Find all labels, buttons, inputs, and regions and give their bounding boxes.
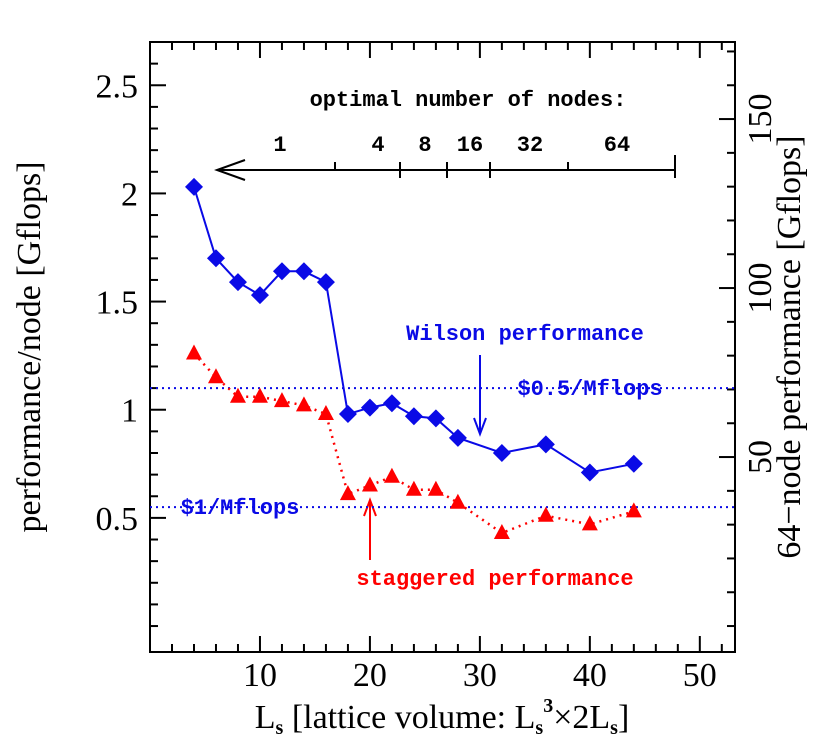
series-marker (273, 392, 290, 408)
series-marker (360, 398, 379, 417)
y2-tick-label: 100 (742, 263, 779, 314)
series-marker (272, 262, 291, 281)
x-tick-label: 10 (243, 657, 277, 694)
series-marker (383, 467, 400, 483)
y2-tick-label: 150 (742, 94, 779, 145)
node-scale-label: 4 (371, 133, 384, 158)
x-label-part: s (276, 717, 284, 739)
y-tick-label: 2 (121, 176, 138, 213)
series-marker (536, 435, 555, 454)
series-marker (207, 368, 224, 384)
x-tick-label: 50 (683, 657, 717, 694)
x-tick-label: 20 (353, 657, 387, 694)
x-tick-label: 30 (463, 657, 497, 694)
node-scale-ticks (334, 155, 676, 178)
series-marker (250, 286, 269, 305)
x-label-part: [lattice volume: L (283, 699, 535, 736)
x-label-part: L (255, 699, 276, 736)
arrows (214, 155, 676, 560)
series-marker (317, 405, 334, 421)
series-marker (625, 502, 642, 518)
x-label-part: ×2L (553, 699, 610, 736)
x-tick-label: 40 (573, 657, 607, 694)
series-marker (228, 273, 247, 292)
y-axis-label: performance/node [Gflops] (11, 161, 48, 532)
wilson-annotation: Wilson performance (406, 322, 644, 347)
series-marker (449, 493, 466, 509)
series-marker (581, 515, 598, 531)
series-marker (405, 480, 422, 496)
plot-frame (149, 41, 736, 653)
staggered-arrowhead (363, 497, 377, 517)
node-scale-label: 64 (604, 133, 630, 158)
x-axis-label: Ls [lattice volume: Ls3×2Ls] (255, 695, 630, 739)
node-scale-label: 1 (273, 133, 286, 158)
y-tick-label: 1 (121, 393, 138, 430)
reference-label: $0.5/Mflops (517, 377, 662, 402)
series-marker (624, 454, 643, 473)
series-marker (338, 405, 357, 424)
y-tick-label: 1.5 (96, 285, 139, 322)
series-marker (206, 249, 225, 268)
node-scale-title: optimal number of nodes: (310, 88, 627, 113)
node-scale-arrowhead (214, 159, 246, 181)
series-marker (448, 428, 467, 447)
series-marker (251, 387, 268, 403)
series-marker (427, 480, 444, 496)
x-label-part: s (610, 717, 618, 739)
series-marker (580, 463, 599, 482)
y2-axis-label: 64−node performance [Gflops] (771, 135, 808, 558)
series-marker (295, 396, 312, 412)
series-marker (537, 506, 554, 522)
series-marker (382, 394, 401, 413)
wilson-arrowhead (473, 417, 487, 437)
node-scale-label: 32 (517, 133, 543, 158)
series-marker (426, 409, 445, 428)
series-marker (339, 485, 356, 501)
series-marker (294, 262, 313, 281)
series-marker (184, 177, 203, 196)
x-label-part: 3 (543, 695, 553, 717)
staggered-annotation: staggered performance (356, 567, 633, 592)
series-marker (185, 344, 202, 360)
x-label-part: s (535, 717, 543, 739)
node-scale-label: 8 (418, 133, 431, 158)
series-marker (492, 443, 511, 462)
node-scale-label: 16 (457, 133, 483, 158)
y2-tick-label: 50 (742, 440, 779, 474)
y-tick-label: 2.5 (96, 68, 139, 105)
y-tick-label: 0.5 (96, 501, 139, 538)
series-marker (316, 273, 335, 292)
series-marker (229, 387, 246, 403)
series-marker (493, 524, 510, 540)
series-marker (361, 476, 378, 492)
x-label-part: ] (618, 699, 629, 736)
series-marker (404, 407, 423, 426)
reference-label: $1/Mflops (181, 496, 300, 521)
